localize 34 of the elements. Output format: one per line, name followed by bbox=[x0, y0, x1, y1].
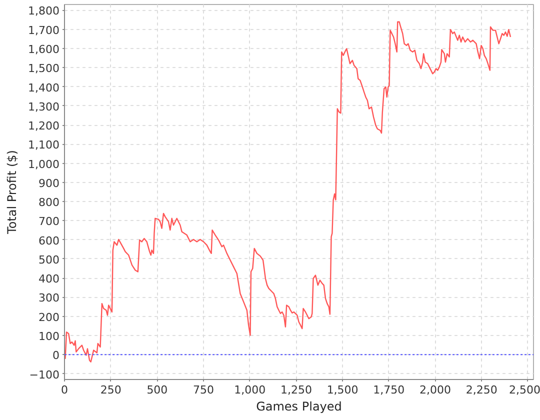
y-tick-label: 1,100 bbox=[28, 138, 60, 152]
y-tick-label: −100 bbox=[29, 368, 60, 382]
y-tick-label: 1,200 bbox=[28, 120, 60, 133]
y-tick-label: 1,600 bbox=[28, 43, 60, 56]
y-tick-label: 1,400 bbox=[28, 81, 60, 94]
x-tick-label: 0 bbox=[61, 384, 68, 396]
x-tick-label: 2,000 bbox=[420, 384, 452, 396]
line-series bbox=[64, 21, 512, 362]
y-tick-label: 700 bbox=[38, 215, 60, 228]
x-tick-label: 1,750 bbox=[373, 384, 405, 396]
y-tick-label: 1,000 bbox=[28, 158, 60, 171]
y-tick-label: 1,500 bbox=[28, 62, 60, 76]
x-tick-label: 250 bbox=[100, 384, 122, 396]
y-tick-label: 500 bbox=[38, 253, 60, 266]
y-tick-label: 1,300 bbox=[28, 100, 60, 114]
y-tick-label: 800 bbox=[38, 196, 60, 210]
y-tick-label: 0 bbox=[52, 349, 60, 362]
y-tick-label: 900 bbox=[38, 176, 60, 190]
y-tick-label: 1,700 bbox=[28, 24, 60, 37]
y-tick-label: 200 bbox=[38, 310, 60, 324]
y-axis-title: Total Profit ($) bbox=[5, 150, 20, 235]
y-tick-label: 100 bbox=[38, 330, 60, 343]
x-tick-label: 750 bbox=[193, 384, 214, 396]
x-tick-label: 2,250 bbox=[466, 384, 498, 396]
x-tick-label: 1,500 bbox=[326, 384, 358, 396]
x-axis-title: Games Played bbox=[256, 400, 342, 414]
x-tick-label: 2,500 bbox=[509, 384, 540, 396]
x-tick-label: 1,250 bbox=[280, 384, 312, 396]
y-tick-label: 1,800 bbox=[28, 4, 60, 18]
x-tick-label: 500 bbox=[146, 384, 168, 396]
y-tick-label: 600 bbox=[38, 234, 60, 248]
x-tick-label: 1,000 bbox=[234, 384, 266, 396]
y-tick-label: 400 bbox=[38, 272, 60, 286]
y-tick-label: 300 bbox=[38, 292, 60, 305]
